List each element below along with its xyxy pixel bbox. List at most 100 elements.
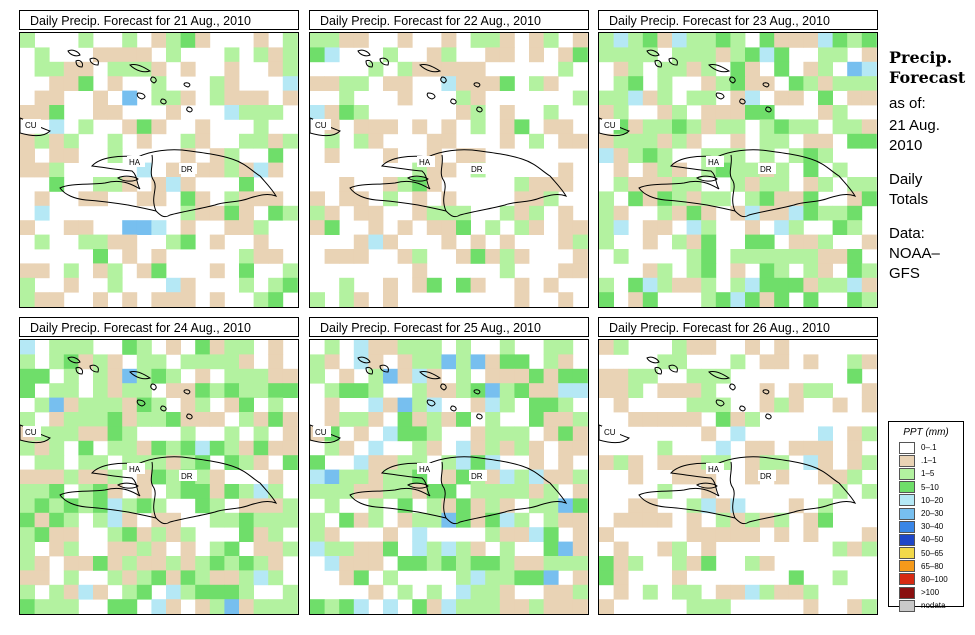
precip-cell [166, 599, 181, 614]
precip-cell [195, 556, 211, 571]
precip-cell [239, 584, 254, 600]
precip-cell [20, 570, 35, 586]
precip-cell [166, 584, 181, 600]
precip-cell [543, 177, 559, 192]
precip-cell [20, 277, 35, 293]
precip-cell [195, 162, 211, 178]
precip-cell [412, 440, 428, 456]
precip-cell [368, 368, 384, 384]
precip-cell [730, 584, 746, 600]
precip-cell [686, 234, 702, 250]
precip-cell [818, 47, 833, 63]
precip-cell [847, 469, 863, 485]
precip-cell [151, 354, 167, 370]
map-label-cuba: CU [604, 121, 616, 130]
precip-cell [166, 527, 181, 542]
coastline [476, 106, 483, 113]
precip-cell [353, 469, 369, 485]
precip-cell [456, 556, 471, 571]
precip-cell [441, 556, 457, 571]
precip-cell [253, 498, 269, 514]
precip-cell [397, 426, 413, 442]
precip-cell [353, 119, 369, 135]
precip-cell [253, 292, 269, 307]
precip-cell [499, 397, 515, 413]
legend-swatch [899, 467, 915, 480]
precip-cell [456, 205, 471, 221]
precip-cell [730, 277, 746, 293]
precip-cell [63, 148, 79, 163]
precip-cell [383, 426, 398, 442]
map-label-bg [127, 156, 145, 167]
precip-cell [759, 148, 775, 163]
precip-cell [628, 47, 644, 63]
precip-cell [324, 383, 340, 398]
precip-cell [599, 527, 614, 542]
precip-cell [49, 119, 65, 135]
precip-cell [20, 512, 35, 528]
precip-cell [397, 584, 413, 600]
precip-cell [730, 177, 746, 192]
coastline [160, 98, 167, 105]
precip-cell [485, 397, 501, 413]
precip-cell [426, 556, 442, 571]
precip-cell [485, 412, 501, 427]
precip-map-svg: CU HA DR [20, 340, 298, 614]
precip-cell [642, 177, 658, 192]
precip-cell [180, 383, 196, 398]
precip-cell [759, 133, 775, 149]
coastline [349, 456, 568, 525]
precip-cell [456, 61, 471, 77]
precip-cell [499, 512, 515, 528]
precip-cell [209, 440, 225, 456]
precip-cell [412, 277, 428, 293]
precip-cell [107, 440, 123, 456]
precip-cell [715, 368, 731, 384]
precip-cell [63, 76, 79, 91]
precip-cell [209, 556, 225, 571]
precip-cell [485, 383, 501, 398]
precip-cell [759, 263, 775, 279]
precip-cell [136, 484, 152, 499]
precip-cell [847, 61, 863, 77]
precip-cell [397, 76, 413, 91]
precip-cell [20, 484, 35, 499]
precip-cell [672, 412, 687, 427]
precip-cell [759, 397, 775, 413]
precip-cell [107, 263, 123, 279]
precip-cell [441, 383, 457, 398]
coastline [419, 64, 442, 73]
precip-cell [456, 584, 471, 600]
map-label-haiti: HA [419, 465, 431, 474]
precip-cell [397, 455, 413, 470]
precip-cell [499, 469, 515, 485]
precip-cell [572, 527, 588, 542]
precip-cell [93, 484, 108, 499]
coastline [365, 60, 373, 68]
precip-cell [412, 191, 428, 207]
precip-cell [136, 133, 152, 149]
precip-cell [686, 469, 702, 485]
side-heading-line2: Forecast [889, 68, 966, 87]
precip-cell [774, 527, 790, 542]
precip-cell [122, 61, 138, 77]
precip-cell [686, 455, 702, 470]
precip-cell [253, 556, 269, 571]
precip-cell [803, 263, 819, 279]
precip-cell [268, 105, 284, 120]
precip-cell [715, 76, 731, 91]
precip-cell [470, 90, 486, 106]
precip-cell [572, 133, 588, 149]
precip-cell [368, 383, 384, 398]
precip-cell [136, 570, 152, 586]
precip-cell [63, 584, 79, 600]
precip-cell [368, 119, 384, 135]
map-label-bg [179, 470, 197, 481]
precip-cell [730, 354, 746, 370]
precip-cell [49, 340, 65, 355]
coastline [765, 106, 772, 113]
precip-cell [599, 599, 614, 614]
precip-cell [456, 498, 471, 514]
precip-cell [63, 277, 79, 293]
precip-cell [49, 90, 65, 106]
